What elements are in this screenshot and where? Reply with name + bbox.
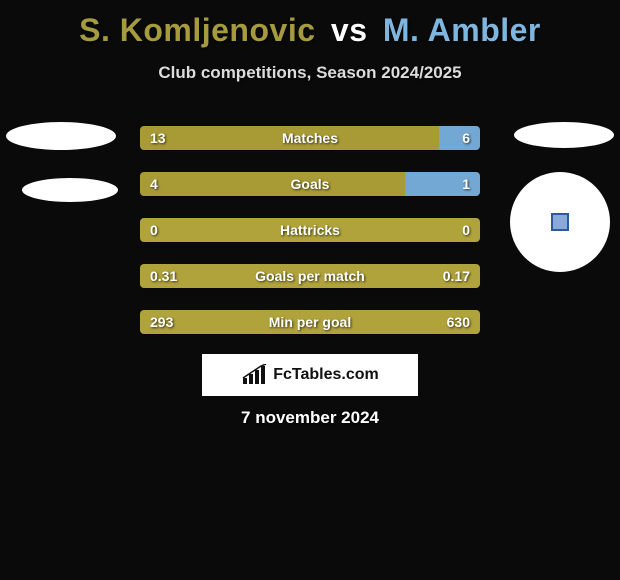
stat-label: Matches xyxy=(140,126,480,150)
stat-label: Min per goal xyxy=(140,310,480,334)
brand-chart-icon xyxy=(241,364,267,386)
stat-label: Goals xyxy=(140,172,480,196)
stat-value-right: 6 xyxy=(462,126,470,150)
stat-value-left: 0 xyxy=(150,218,158,242)
comparison-title: S. Komljenovic vs M. Ambler xyxy=(0,0,620,49)
vs-label: vs xyxy=(325,12,374,48)
decorative-ellipse-left-1 xyxy=(6,122,116,150)
subtitle: Club competitions, Season 2024/2025 xyxy=(0,63,620,83)
player1-name: S. Komljenovic xyxy=(79,12,315,48)
stat-value-right: 630 xyxy=(447,310,470,334)
stat-label: Goals per match xyxy=(140,264,480,288)
stat-row: Min per goal293 630 xyxy=(140,310,480,334)
decorative-ellipse-left-2 xyxy=(22,178,118,202)
stat-row: Hattricks0 0 xyxy=(140,218,480,242)
stat-row: Goals4 1 xyxy=(140,172,480,196)
decorative-ellipse-right-1 xyxy=(514,122,614,148)
stat-label: Hattricks xyxy=(140,218,480,242)
stat-row: Goals per match0.31 0.17 xyxy=(140,264,480,288)
stat-value-right: 0 xyxy=(462,218,470,242)
stats-bars-container: Matches13 6 Goals4 1 Hattricks0 0 Goals per ma… xyxy=(140,126,480,356)
stat-value-right: 0.17 xyxy=(443,264,470,288)
stat-value-left: 0.31 xyxy=(150,264,177,288)
brand-badge: FcTables.com xyxy=(202,354,418,396)
stat-row: Matches13 6 xyxy=(140,126,480,150)
brand-text: FcTables.com xyxy=(273,366,379,384)
stat-value-right: 1 xyxy=(462,172,470,196)
date-label: 7 november 2024 xyxy=(0,408,620,428)
player2-name: M. Ambler xyxy=(383,12,541,48)
player2-avatar-placeholder xyxy=(510,172,610,272)
stat-value-left: 13 xyxy=(150,126,166,150)
stat-value-left: 293 xyxy=(150,310,173,334)
avatar-placeholder-icon xyxy=(551,213,569,231)
stat-value-left: 4 xyxy=(150,172,158,196)
